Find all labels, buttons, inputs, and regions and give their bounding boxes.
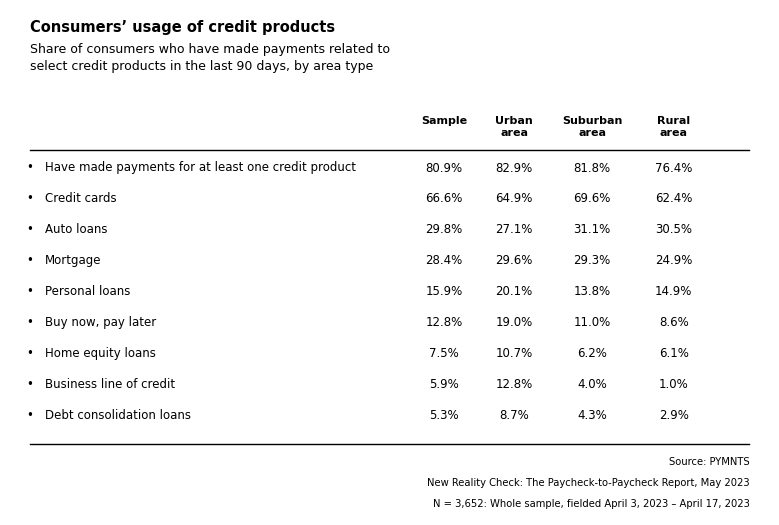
Text: 31.1%: 31.1%	[573, 224, 611, 236]
Text: 28.4%: 28.4%	[425, 255, 463, 267]
Text: 29.6%: 29.6%	[495, 255, 533, 267]
Text: 66.6%: 66.6%	[425, 193, 463, 205]
Text: •: •	[26, 224, 33, 236]
Text: 64.9%: 64.9%	[495, 193, 533, 205]
Text: 11.0%: 11.0%	[573, 317, 611, 329]
Text: Suburban
area: Suburban area	[562, 116, 622, 138]
Text: 8.7%: 8.7%	[499, 410, 529, 422]
Text: 29.8%: 29.8%	[425, 224, 463, 236]
Text: Business line of credit: Business line of credit	[45, 379, 175, 391]
Text: Urban
area: Urban area	[495, 116, 533, 138]
Text: 7.5%: 7.5%	[429, 348, 459, 360]
Text: 62.4%: 62.4%	[655, 193, 693, 205]
Text: •: •	[26, 193, 33, 205]
Text: 5.3%: 5.3%	[429, 410, 459, 422]
Text: 14.9%: 14.9%	[655, 286, 693, 298]
Text: N = 3,652: Whole sample, fielded April 3, 2023 – April 17, 2023: N = 3,652: Whole sample, fielded April 3…	[432, 499, 749, 509]
Text: Sample: Sample	[421, 116, 467, 125]
Text: 4.0%: 4.0%	[577, 379, 607, 391]
Text: 8.6%: 8.6%	[659, 317, 689, 329]
Text: •: •	[26, 317, 33, 329]
Text: Home equity loans: Home equity loans	[45, 348, 156, 360]
Text: Rural
area: Rural area	[657, 116, 690, 138]
Text: 29.3%: 29.3%	[573, 255, 611, 267]
Text: 30.5%: 30.5%	[655, 224, 693, 236]
Text: 19.0%: 19.0%	[495, 317, 533, 329]
Text: Source: PYMNTS: Source: PYMNTS	[669, 457, 749, 467]
Text: Consumers’ usage of credit products: Consumers’ usage of credit products	[30, 20, 335, 35]
Text: 76.4%: 76.4%	[655, 162, 693, 174]
Text: 13.8%: 13.8%	[573, 286, 611, 298]
Text: 12.8%: 12.8%	[425, 317, 463, 329]
Text: 27.1%: 27.1%	[495, 224, 533, 236]
Text: Have made payments for at least one credit product: Have made payments for at least one cred…	[45, 162, 356, 174]
Text: •: •	[26, 286, 33, 298]
Text: Auto loans: Auto loans	[45, 224, 108, 236]
Text: Mortgage: Mortgage	[45, 255, 102, 267]
Text: •: •	[26, 410, 33, 422]
Text: •: •	[26, 379, 33, 391]
Text: 82.9%: 82.9%	[495, 162, 533, 174]
Text: •: •	[26, 162, 33, 174]
Text: Buy now, pay later: Buy now, pay later	[45, 317, 157, 329]
Text: 69.6%: 69.6%	[573, 193, 611, 205]
Text: New Reality Check: The Paycheck-to-Paycheck Report, May 2023: New Reality Check: The Paycheck-to-Paych…	[427, 478, 749, 488]
Text: 2.9%: 2.9%	[659, 410, 689, 422]
Text: 81.8%: 81.8%	[573, 162, 611, 174]
Text: •: •	[26, 348, 33, 360]
Text: 6.2%: 6.2%	[577, 348, 607, 360]
Text: 12.8%: 12.8%	[495, 379, 533, 391]
Text: 80.9%: 80.9%	[425, 162, 463, 174]
Text: 24.9%: 24.9%	[655, 255, 693, 267]
Text: Personal loans: Personal loans	[45, 286, 131, 298]
Text: •: •	[26, 255, 33, 267]
Text: 15.9%: 15.9%	[425, 286, 463, 298]
Text: 20.1%: 20.1%	[495, 286, 533, 298]
Text: 10.7%: 10.7%	[495, 348, 533, 360]
Text: Share of consumers who have made payments related to
select credit products in t: Share of consumers who have made payment…	[30, 43, 390, 73]
Text: 4.3%: 4.3%	[577, 410, 607, 422]
Text: 5.9%: 5.9%	[429, 379, 459, 391]
Text: 1.0%: 1.0%	[659, 379, 689, 391]
Text: Credit cards: Credit cards	[45, 193, 117, 205]
Text: 6.1%: 6.1%	[659, 348, 689, 360]
Text: Debt consolidation loans: Debt consolidation loans	[45, 410, 191, 422]
